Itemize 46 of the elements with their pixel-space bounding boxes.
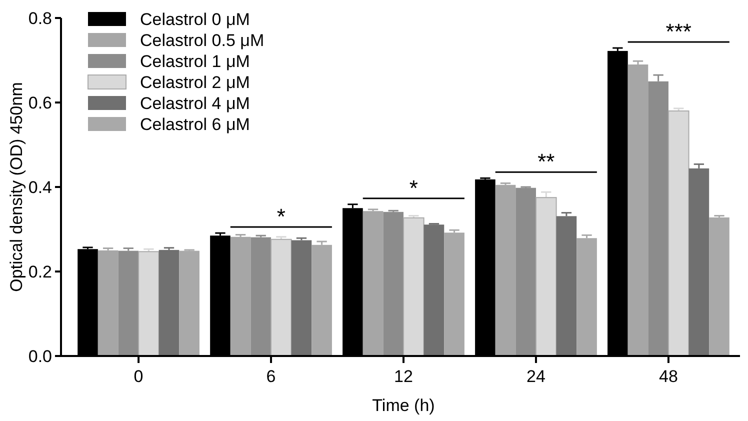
bar	[312, 244, 332, 356]
bar	[709, 217, 730, 356]
bar	[138, 251, 160, 356]
bar	[270, 238, 292, 356]
bar	[628, 64, 648, 356]
bar	[403, 217, 424, 356]
bar	[688, 168, 710, 356]
y-tick-label: 0.0	[28, 346, 52, 366]
legend-label: Celastrol 4 μM	[140, 94, 250, 113]
y-tick-label: 0.6	[28, 93, 52, 112]
bar	[424, 224, 444, 356]
x-tick-label: 12	[394, 367, 413, 386]
annotation: *	[409, 175, 418, 200]
x-tick-label: 0	[134, 367, 144, 386]
bar	[516, 188, 536, 356]
bar	[576, 238, 597, 356]
bar	[535, 197, 557, 356]
y-tick-label: 0.2	[28, 262, 52, 282]
y-tick-label: 0.8	[28, 8, 52, 28]
bar	[362, 211, 384, 356]
x-axis-title: Time (h)	[372, 396, 435, 415]
bar	[495, 184, 516, 356]
bar	[383, 212, 404, 356]
legend-label: Celastrol 0.5 μM	[140, 30, 264, 50]
legend-label: Celastrol 1 μM	[140, 52, 250, 71]
bar	[291, 240, 312, 356]
bar	[179, 250, 200, 356]
bar	[230, 236, 251, 356]
y-axis-title: Optical density (OD) 450nm	[7, 82, 26, 292]
annotation: ***	[666, 19, 692, 44]
y-tick-label: 0.4	[28, 178, 52, 197]
legend-label: Celastrol 2 μM	[140, 72, 250, 92]
bar	[98, 250, 118, 356]
legend-label: Celastrol 0 μM	[140, 10, 250, 29]
x-tick-label: 48	[659, 367, 678, 386]
bar	[158, 250, 180, 356]
x-tick-label: 6	[266, 367, 276, 386]
bar	[556, 216, 577, 356]
legend-label: Celastrol 6 μM	[140, 114, 250, 134]
annotation: **	[538, 149, 556, 174]
annotation: *	[276, 204, 286, 230]
bar	[444, 232, 464, 356]
bar	[250, 237, 272, 356]
bar	[668, 110, 690, 356]
x-tick-label: 24	[526, 367, 546, 386]
bar	[118, 250, 139, 356]
